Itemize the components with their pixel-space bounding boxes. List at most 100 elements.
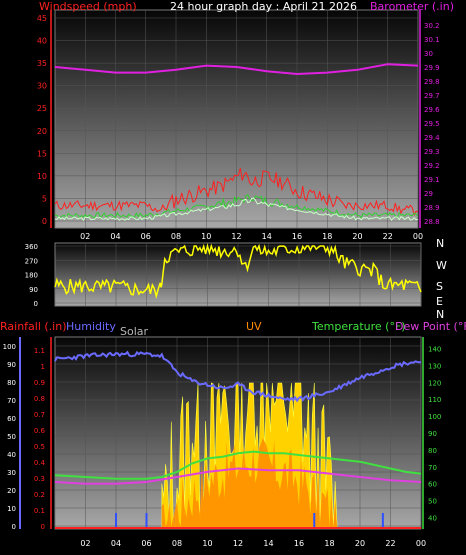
x-tick-label: 08: [172, 539, 182, 548]
x-tick-label: 04: [110, 232, 120, 241]
compass-label: N: [436, 237, 444, 250]
humidity-tick-label: 20: [7, 487, 16, 495]
x-tick-label: 10: [202, 539, 212, 548]
baro-tick-label: 29: [424, 190, 433, 198]
humidity-tick-label: 80: [7, 379, 16, 387]
direction-tick-label: 0: [34, 300, 38, 308]
x-tick-label: 02: [80, 232, 90, 241]
x-tick-label: 22: [385, 539, 395, 548]
rain-tick-label: 0.1: [34, 507, 45, 515]
rain-tick-label: 0.2: [34, 491, 45, 499]
humidity-tick-label: 50: [7, 433, 16, 441]
baro-tick-label: 29.7: [424, 92, 440, 100]
rain-tick-label: 0.9: [34, 379, 45, 387]
x-tick-label: 12: [231, 232, 241, 241]
x-tick-label: 12: [233, 539, 243, 548]
baro-tick-label: 29.2: [424, 162, 440, 170]
wind-avg-line: [54, 193, 419, 219]
wind-tick-label: 0: [42, 217, 47, 226]
x-tick-label: 06: [141, 232, 151, 241]
baro-tick-label: 30: [424, 50, 433, 58]
x-tick-label: 10: [201, 232, 211, 241]
solar-label: Solar: [120, 325, 149, 338]
x-tick-label: 16: [292, 232, 302, 241]
baro-tick-label: 29.8: [424, 78, 440, 86]
x-tick-label: 16: [294, 539, 304, 548]
uv-label: UV: [246, 320, 262, 333]
rain-tick-label: 0.6: [34, 427, 46, 435]
baro-tick-label: 28.9: [424, 204, 440, 212]
grid-wind: [55, 10, 419, 228]
temp-tick-label: 120: [428, 379, 441, 387]
x-tick-label: 22: [383, 232, 393, 241]
temp-tick-label: 80: [428, 447, 437, 455]
x-tick-label: 18: [324, 539, 334, 548]
x-tick-label: 02: [80, 539, 90, 548]
baro-tick-label: 30.2: [424, 22, 440, 30]
temp-tick-label: 40: [428, 515, 437, 523]
humidity-tick-label: 90: [7, 361, 16, 369]
wind-tick-label: 45: [37, 14, 47, 23]
humidity-label: Humidity: [66, 320, 116, 333]
x-tick-label: 06: [141, 539, 151, 548]
wind-calm-line: [54, 197, 419, 222]
temp-tick-label: 100: [428, 413, 441, 421]
uv-area: [161, 438, 338, 527]
baro-tick-label: 29.5: [424, 120, 440, 128]
temperature-line: [54, 450, 422, 480]
compass-label: S: [436, 280, 443, 293]
wind-tick-label: 40: [37, 37, 47, 46]
temp-tick-label: 70: [428, 464, 437, 472]
x-tick-label: 20: [352, 232, 362, 241]
compass-label: W: [436, 259, 447, 272]
humidity-tick-label: 60: [7, 415, 16, 423]
wind-tick-label: 5: [42, 194, 47, 203]
humidity-tick-label: 30: [7, 469, 16, 477]
wind-tick-label: 25: [37, 104, 47, 113]
rain-tick-label: 0.3: [34, 475, 45, 483]
wind-tick-label: 10: [37, 172, 47, 181]
x-tick-label: 00: [416, 539, 426, 548]
rain-tick-label: 0: [41, 523, 45, 531]
temp-tick-label: 110: [428, 396, 441, 404]
x-tick-label: 04: [111, 539, 121, 548]
wind-tick-label: 30: [37, 82, 47, 91]
humidity-tick-label: 0: [12, 523, 16, 531]
rain-tick-label: 1: [41, 363, 45, 371]
humidity-tick-label: 40: [7, 451, 16, 459]
wind-tick-label: 20: [37, 127, 47, 136]
windspeed-axis-label: Windspeed (mph): [39, 0, 137, 13]
rain-tick-label: 0.5: [34, 443, 45, 451]
wind-direction-line: [54, 243, 422, 300]
temp-tick-label: 140: [428, 345, 441, 353]
direction-tick-label: 270: [25, 257, 38, 265]
baro-tick-label: 30.1: [424, 36, 440, 44]
direction-tick-label: 90: [29, 286, 38, 294]
baro-tick-label: 29.3: [424, 148, 440, 156]
temperature-label: Temperature (°F): [311, 320, 406, 333]
x-tick-label: 08: [171, 232, 181, 241]
dewpoint-label: Dew Point (°F): [395, 320, 466, 333]
x-tick-label: 14: [263, 539, 273, 548]
x-tick-label: 18: [322, 232, 332, 241]
x-tick-label: 14: [262, 232, 272, 241]
humidity-line: [54, 350, 422, 403]
baro-tick-label: 28.8: [424, 218, 440, 226]
humidity-tick-label: 100: [3, 343, 16, 351]
wind-gust-line: [54, 167, 419, 216]
chart-title: 24 hour graph day : April 21 2026: [170, 0, 357, 13]
barometer-line: [54, 63, 419, 76]
wind-tick-label: 15: [37, 149, 47, 158]
compass-label: E: [436, 295, 443, 308]
dewpoint-line: [54, 467, 422, 485]
baro-tick-label: 29.6: [424, 106, 440, 114]
wind-tick-label: 35: [37, 59, 47, 68]
rainfall-label: Rainfall (.in): [0, 320, 67, 333]
barometer-axis-label: Barometer (.in): [370, 0, 454, 13]
baro-tick-label: 29.1: [424, 176, 440, 184]
baro-tick-label: 29.4: [424, 134, 440, 142]
rain-tick-label: 0.7: [34, 411, 45, 419]
temp-tick-label: 130: [428, 362, 441, 370]
compass-label: N: [436, 308, 444, 321]
